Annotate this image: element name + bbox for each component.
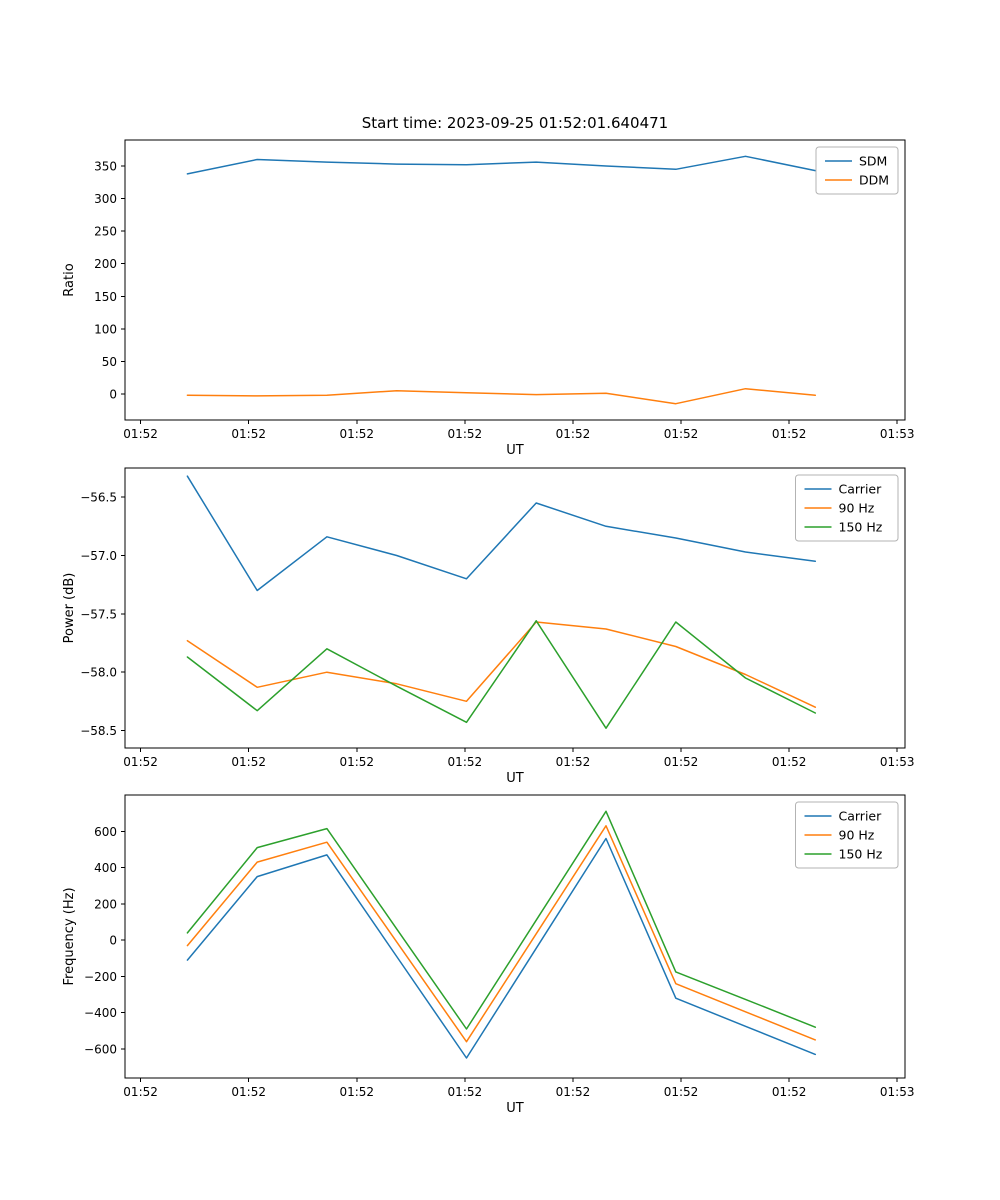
y-tick-label: 400 <box>94 861 117 875</box>
series-line-carrier <box>186 837 817 1059</box>
x-tick-label: 01:52 <box>231 1085 266 1099</box>
x-tick-label: 01:53 <box>880 1085 915 1099</box>
x-tick-label: 01:52 <box>772 1085 807 1099</box>
legend-label: 150 Hz <box>839 520 883 535</box>
series-line-150-hz <box>186 620 817 729</box>
y-tick-label: 0 <box>109 934 117 948</box>
legend: Carrier 90 Hz 150 Hz <box>795 801 899 869</box>
y-tick-label: −58.0 <box>80 666 117 680</box>
legend-frame <box>795 474 899 542</box>
axes-frame <box>124 467 906 749</box>
y-tick-label: 0 <box>109 387 117 401</box>
series-line-ddm <box>186 387 817 405</box>
y-tick-label: 250 <box>94 225 117 239</box>
x-tick-label: 01:52 <box>123 755 158 769</box>
x-tick-label: 01:52 <box>556 755 591 769</box>
x-tick-label: 01:52 <box>123 427 158 441</box>
legend: SDM DDM <box>815 146 899 195</box>
legend-label: 90 Hz <box>839 828 875 843</box>
x-tick-label: 01:52 <box>448 1085 483 1099</box>
legend-label: SDM <box>859 154 887 169</box>
x-tick-label: 01:52 <box>556 427 591 441</box>
y-tick-label: 150 <box>94 290 117 304</box>
x-tick-label: 01:52 <box>664 755 699 769</box>
y-tick-label: 50 <box>102 355 117 369</box>
series-line-150-hz <box>186 810 817 1030</box>
y-tick-label: 350 <box>94 160 117 174</box>
y-tick-label: −58.5 <box>80 724 117 738</box>
y-tick-label: −600 <box>84 1042 117 1056</box>
y-tick-label: 300 <box>94 192 117 206</box>
power-chart: −58.5 −58.0 −57.5 −57.0 −56.5 01:52 01:52 01:52… <box>62 467 915 786</box>
series-line-carrier <box>186 475 817 592</box>
y-axis-label: Ratio <box>62 263 77 296</box>
axes-frame <box>124 139 906 421</box>
legend-label: 90 Hz <box>839 501 875 516</box>
x-tick-label: 01:52 <box>772 755 807 769</box>
chart-title: Start time: 2023-09-25 01:52:01.640471 <box>362 114 668 132</box>
x-tick-label: 01:52 <box>339 427 374 441</box>
x-tick-label: 01:52 <box>123 1085 158 1099</box>
series-line-sdm <box>186 155 817 175</box>
y-tick-label: −400 <box>84 1006 117 1020</box>
ratio-chart: 0 50 100 150 200 250 300 350 01:52 01:52 01:52 01:5… <box>62 114 914 458</box>
x-axis-label: UT <box>506 771 524 786</box>
x-tick-label: 01:52 <box>448 755 483 769</box>
y-axis-label: Power (dB) <box>62 573 77 644</box>
legend: Carrier 90 Hz 150 Hz <box>795 474 899 542</box>
x-tick-label: 01:52 <box>231 755 266 769</box>
x-axis-label: UT <box>506 443 524 458</box>
legend-label: 150 Hz <box>839 847 883 862</box>
legend-frame <box>795 801 899 869</box>
x-tick-label: 01:52 <box>556 1085 591 1099</box>
x-tick-label: 01:52 <box>339 755 374 769</box>
x-tick-label: 01:52 <box>231 427 266 441</box>
y-tick-label: 600 <box>94 825 117 839</box>
x-tick-label: 01:53 <box>880 427 915 441</box>
x-tick-label: 01:52 <box>448 427 483 441</box>
y-axis-label: Frequency (Hz) <box>62 887 77 985</box>
legend-label: Carrier <box>839 809 883 824</box>
x-tick-label: 01:52 <box>664 1085 699 1099</box>
y-tick-label: −200 <box>84 970 117 984</box>
x-tick-label: 01:52 <box>339 1085 374 1099</box>
x-tick-label: 01:53 <box>880 755 915 769</box>
x-axis-label: UT <box>506 1101 524 1116</box>
x-tick-label: 01:52 <box>664 427 699 441</box>
series-line-90-hz <box>186 825 817 1043</box>
y-tick-label: 100 <box>94 322 117 336</box>
x-tick-label: 01:52 <box>772 427 807 441</box>
y-tick-label: 200 <box>94 257 117 271</box>
legend-label: DDM <box>859 173 889 188</box>
y-tick-label: 200 <box>94 897 117 911</box>
y-tick-label: −56.5 <box>80 491 117 505</box>
legend-frame <box>815 146 899 195</box>
y-tick-label: −57.0 <box>80 549 117 563</box>
axes-frame <box>124 794 906 1079</box>
legend-label: Carrier <box>839 482 883 497</box>
y-tick-label: −57.5 <box>80 607 117 621</box>
frequency-chart: −600 −400 −200 0 200 400 600 01:52 01:52 01:52 01:… <box>62 794 915 1116</box>
